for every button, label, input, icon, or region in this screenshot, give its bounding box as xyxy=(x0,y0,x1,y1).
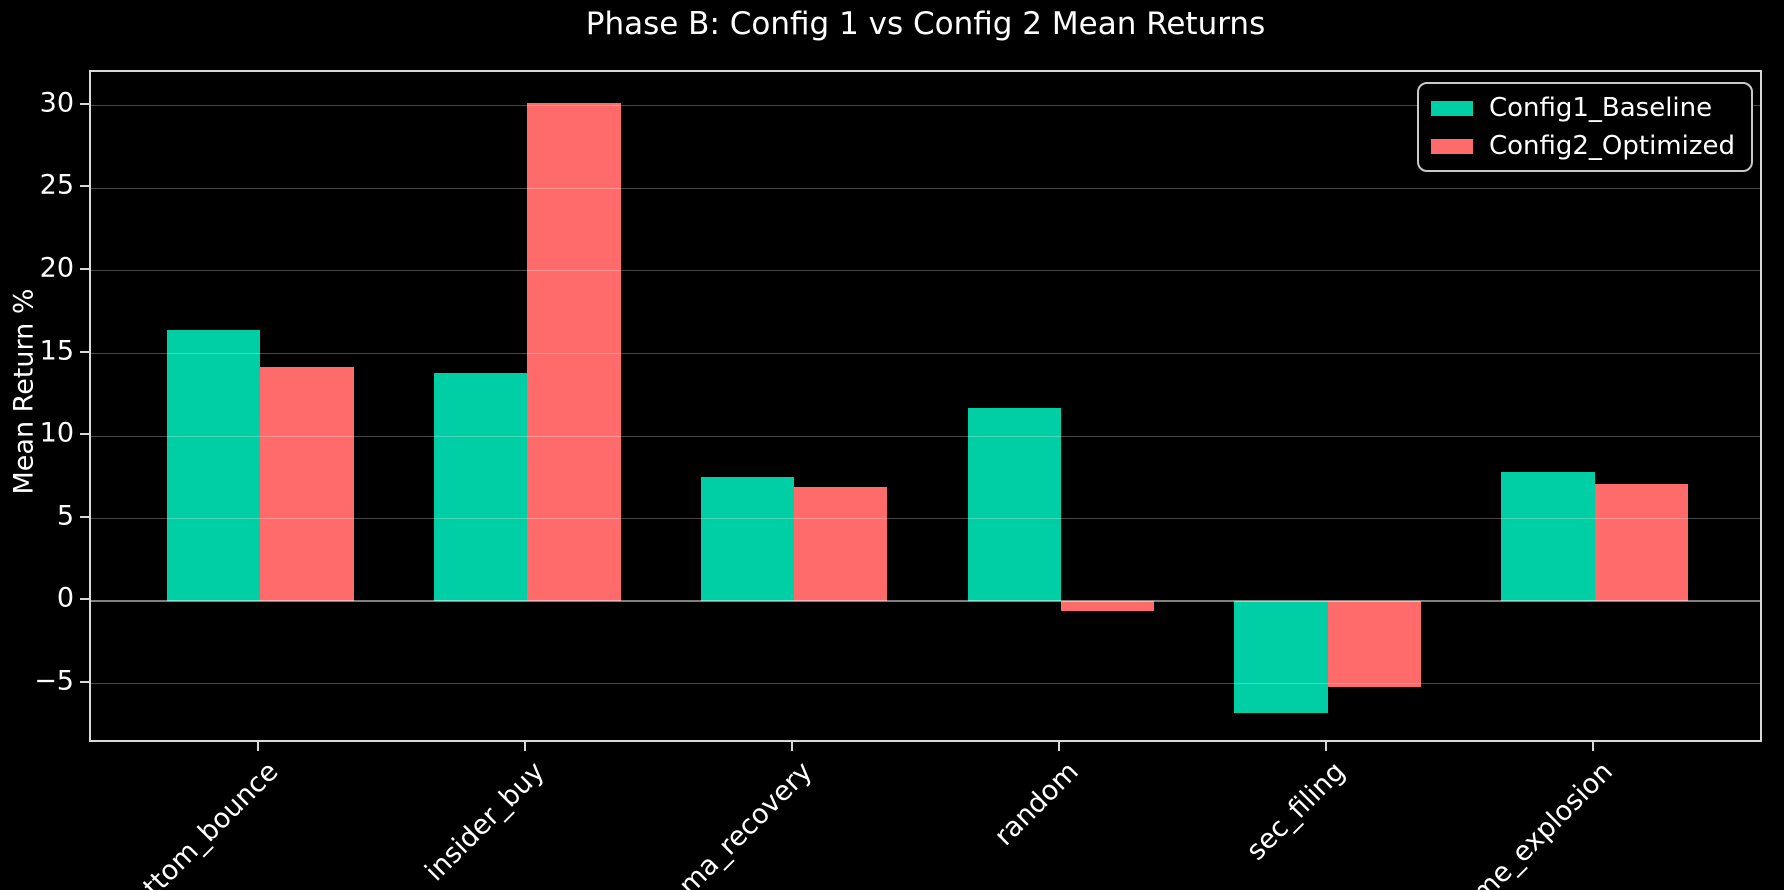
y-tick-mark xyxy=(80,680,89,683)
x-tick-label-text: insider_buy xyxy=(419,756,552,888)
bar-Config2_Optimized-volume_explosion xyxy=(1594,483,1688,602)
x-tick-label-text: ma_recovery xyxy=(672,756,818,890)
legend-swatch-icon xyxy=(1430,100,1473,116)
zero-gridline xyxy=(91,600,1760,603)
y-tick-label: 20 xyxy=(39,252,74,284)
plot-area: Config1_Baseline Config2_Optimized xyxy=(89,70,1762,742)
x-tick-mark xyxy=(1591,742,1594,751)
gridline-y-5 xyxy=(91,683,1760,685)
y-tick-label: 0 xyxy=(56,582,74,614)
bar-Config1_Baseline-insider_buy xyxy=(433,373,528,602)
y-tick-mark xyxy=(80,515,89,518)
legend-entry-Config2_Optimized: Config2_Optimized xyxy=(1430,131,1735,161)
x-tick-label-text: bottom_bounce xyxy=(113,756,285,890)
bar-Config2_Optimized-sec_filing xyxy=(1327,601,1422,688)
chart-title: Phase B: Config 1 vs Config 2 Mean Retur… xyxy=(585,6,1266,42)
legend: Config1_Baseline Config2_Optimized xyxy=(1416,82,1753,172)
y-tick-label: −5 xyxy=(34,665,74,697)
gridline-y5 xyxy=(91,518,1760,520)
x-tick-mark xyxy=(1324,742,1327,751)
y-tick-mark xyxy=(80,102,89,105)
y-tick-label: 10 xyxy=(39,417,74,449)
gridline-y15 xyxy=(91,353,1760,354)
bar-Config1_Baseline-ma_recovery xyxy=(700,477,795,602)
y-tick-label: 15 xyxy=(39,335,74,367)
y-tick-mark xyxy=(80,267,89,270)
x-tick-label-text: random xyxy=(988,756,1085,852)
x-tick-label-text: volume_explosion xyxy=(1425,756,1619,890)
x-tick-mark xyxy=(257,742,260,751)
x-tick-label-text: sec_filing xyxy=(1241,756,1352,867)
y-tick-mark xyxy=(80,433,89,436)
gridline-y25 xyxy=(91,187,1760,189)
x-tick-mark xyxy=(524,742,527,751)
bar-Config2_Optimized-ma_recovery xyxy=(794,487,888,602)
legend-swatch-icon xyxy=(1430,138,1473,154)
gridline-y30 xyxy=(91,105,1760,107)
legend-label: Config1_Baseline xyxy=(1488,93,1713,123)
legend-label: Config2_Optimized xyxy=(1488,131,1735,161)
bar-Config2_Optimized-bottom_bounce xyxy=(260,366,354,602)
y-tick-label: 25 xyxy=(39,169,74,201)
bar-Config1_Baseline-sec_filing xyxy=(1234,601,1328,714)
bar-Config1_Baseline-volume_explosion xyxy=(1501,472,1595,602)
y-tick-label: 30 xyxy=(39,87,74,119)
x-tick-mark xyxy=(1057,742,1060,751)
gridline-y20 xyxy=(91,270,1760,272)
bar-Config2_Optimized-random xyxy=(1060,601,1155,612)
bar-Config1_Baseline-bottom_bounce xyxy=(167,330,261,602)
legend-entry-Config1_Baseline: Config1_Baseline xyxy=(1430,93,1735,123)
y-tick-mark xyxy=(80,185,89,188)
gridline-y10 xyxy=(91,435,1760,437)
y-tick-mark xyxy=(80,350,89,353)
y-tick-label: 5 xyxy=(56,500,74,532)
y-tick-mark xyxy=(80,598,89,601)
bar-Config2_Optimized-insider_buy xyxy=(527,102,621,602)
x-tick-mark xyxy=(791,742,794,751)
bar-Config1_Baseline-random xyxy=(967,408,1061,602)
